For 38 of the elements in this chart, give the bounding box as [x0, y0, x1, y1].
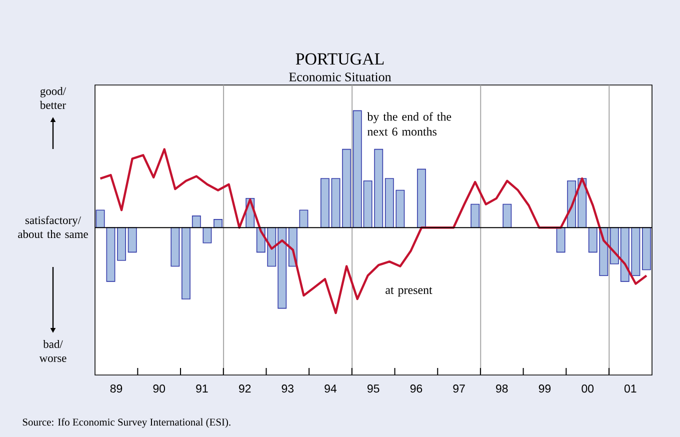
text: good/ better	[40, 86, 66, 109]
x-tick-label: 97	[453, 384, 465, 393]
chart-subtitle: Economic Situation	[289, 72, 392, 82]
bar	[96, 210, 105, 228]
x-tick-label: 94	[324, 384, 337, 393]
annotation: at present	[386, 287, 432, 296]
x-tick-label: 01	[624, 384, 636, 393]
bar	[182, 227, 190, 300]
annotation: by the end of the next 6 months	[367, 112, 452, 136]
x-tick-label: 95	[367, 384, 380, 393]
bar	[106, 227, 116, 282]
bar	[214, 219, 222, 228]
x-tick-label: 93	[282, 384, 294, 393]
x-tick-label: 92	[239, 384, 251, 393]
bar	[299, 210, 308, 228]
x-tick-label: 89	[110, 384, 122, 393]
bar	[128, 227, 137, 253]
x-tick-label: 91	[196, 384, 208, 393]
bar	[117, 227, 126, 261]
bar	[192, 216, 201, 228]
x-tick-label: 96	[410, 384, 422, 393]
x-tick-label: 98	[496, 384, 508, 393]
bar	[502, 204, 512, 228]
bar	[642, 227, 651, 270]
text: bad/ worse	[39, 340, 66, 362]
bar	[417, 168, 426, 228]
x-tick-label: 00	[582, 384, 594, 393]
chart-title: PORTUGAL	[296, 53, 384, 65]
text: satisfactory/ about the same	[18, 216, 88, 238]
x-tick-label: 90	[153, 384, 166, 393]
x-tick-label: 99	[538, 384, 551, 393]
bar	[320, 178, 330, 228]
bar	[556, 227, 566, 253]
bar	[470, 204, 480, 228]
bar	[170, 227, 180, 267]
bar	[342, 148, 352, 228]
source-note: Source: Ifo Economic Survey International (ESI).	[22, 418, 230, 428]
bar	[331, 178, 340, 228]
